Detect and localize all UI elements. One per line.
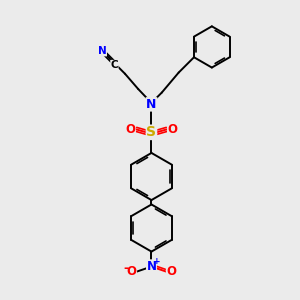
Text: O: O	[126, 123, 136, 136]
Text: N: N	[98, 46, 107, 56]
Text: O: O	[127, 265, 137, 278]
Text: O: O	[166, 265, 176, 278]
Text: S: S	[146, 125, 157, 139]
Text: +: +	[153, 256, 160, 266]
Text: O: O	[167, 123, 177, 136]
Text: N: N	[146, 260, 157, 273]
Text: C: C	[111, 60, 118, 70]
Text: N: N	[146, 98, 157, 111]
Text: -: -	[123, 262, 128, 275]
